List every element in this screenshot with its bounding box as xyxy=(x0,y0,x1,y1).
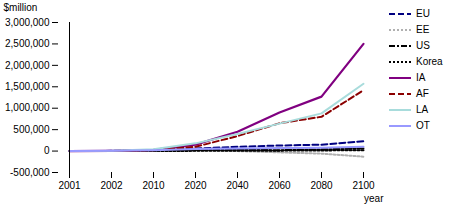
html-text:LA: LA xyxy=(416,104,429,115)
svg-text:2060: 2060 xyxy=(268,180,291,191)
html-text:US: US xyxy=(416,40,430,51)
svg-text:2,000,000: 2,000,000 xyxy=(5,60,50,71)
svg-text:2,500,000: 2,500,000 xyxy=(5,38,50,49)
html-text:OT: OT xyxy=(416,120,430,131)
svg-text:2100: 2100 xyxy=(352,180,375,191)
svg-text:500,000: 500,000 xyxy=(13,124,50,135)
svg-text:0: 0 xyxy=(44,145,50,156)
html-text:EU: EU xyxy=(416,8,430,19)
html-text:Korea: Korea xyxy=(416,56,443,67)
html-text:EE: EE xyxy=(416,24,430,35)
svg-text:2020: 2020 xyxy=(184,180,207,191)
svg-text:2010: 2010 xyxy=(142,180,165,191)
html-text:IA: IA xyxy=(416,72,426,83)
svg-text:3,000,000: 3,000,000 xyxy=(5,17,50,28)
svg-text:-500,000: -500,000 xyxy=(10,167,50,178)
svg-text:year: year xyxy=(364,193,384,204)
svg-text:2080: 2080 xyxy=(310,180,333,191)
html-text:AF: AF xyxy=(416,88,429,99)
svg-text:1,000,000: 1,000,000 xyxy=(5,102,50,113)
svg-text:2040: 2040 xyxy=(226,180,249,191)
svg-text:$million: $million xyxy=(4,2,38,13)
svg-text:2002: 2002 xyxy=(100,180,123,191)
svg-text:1,500,000: 1,500,000 xyxy=(5,81,50,92)
svg-text:2001: 2001 xyxy=(58,180,81,191)
